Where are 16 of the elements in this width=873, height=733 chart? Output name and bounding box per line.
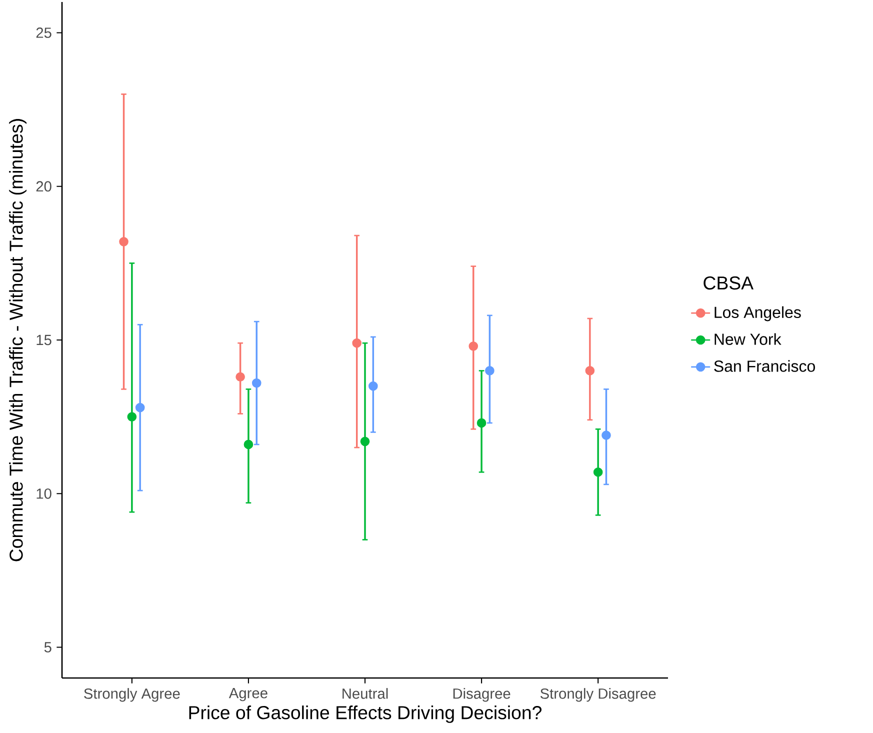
y-tick-label: 25 <box>36 28 52 38</box>
x-tick-label: Neutral <box>342 688 388 699</box>
legend-label: New York <box>714 333 782 345</box>
y-axis-title: Commute Time With Traffic - Without Traffic (minutes) <box>9 119 26 562</box>
y-tick-label: 10 <box>36 488 52 499</box>
legend-label: Los Angeles <box>714 306 801 322</box>
legend-title: CBSA <box>704 276 754 290</box>
x-tick-label: Agree <box>228 688 268 702</box>
x-axis-title: Price of Gasoline Effects Driving Decision? <box>189 706 542 723</box>
y-tick-label: 15 <box>36 334 52 346</box>
y-tick-label: 20 <box>36 181 52 192</box>
x-tick-label: Disagree <box>453 688 510 702</box>
x-tick-label: Strongly Agree <box>84 688 180 702</box>
y-tick-label: 5 <box>44 642 52 652</box>
x-tick-label: Strongly Disagree <box>540 688 656 702</box>
legend-label: San Francisco <box>714 360 815 372</box>
